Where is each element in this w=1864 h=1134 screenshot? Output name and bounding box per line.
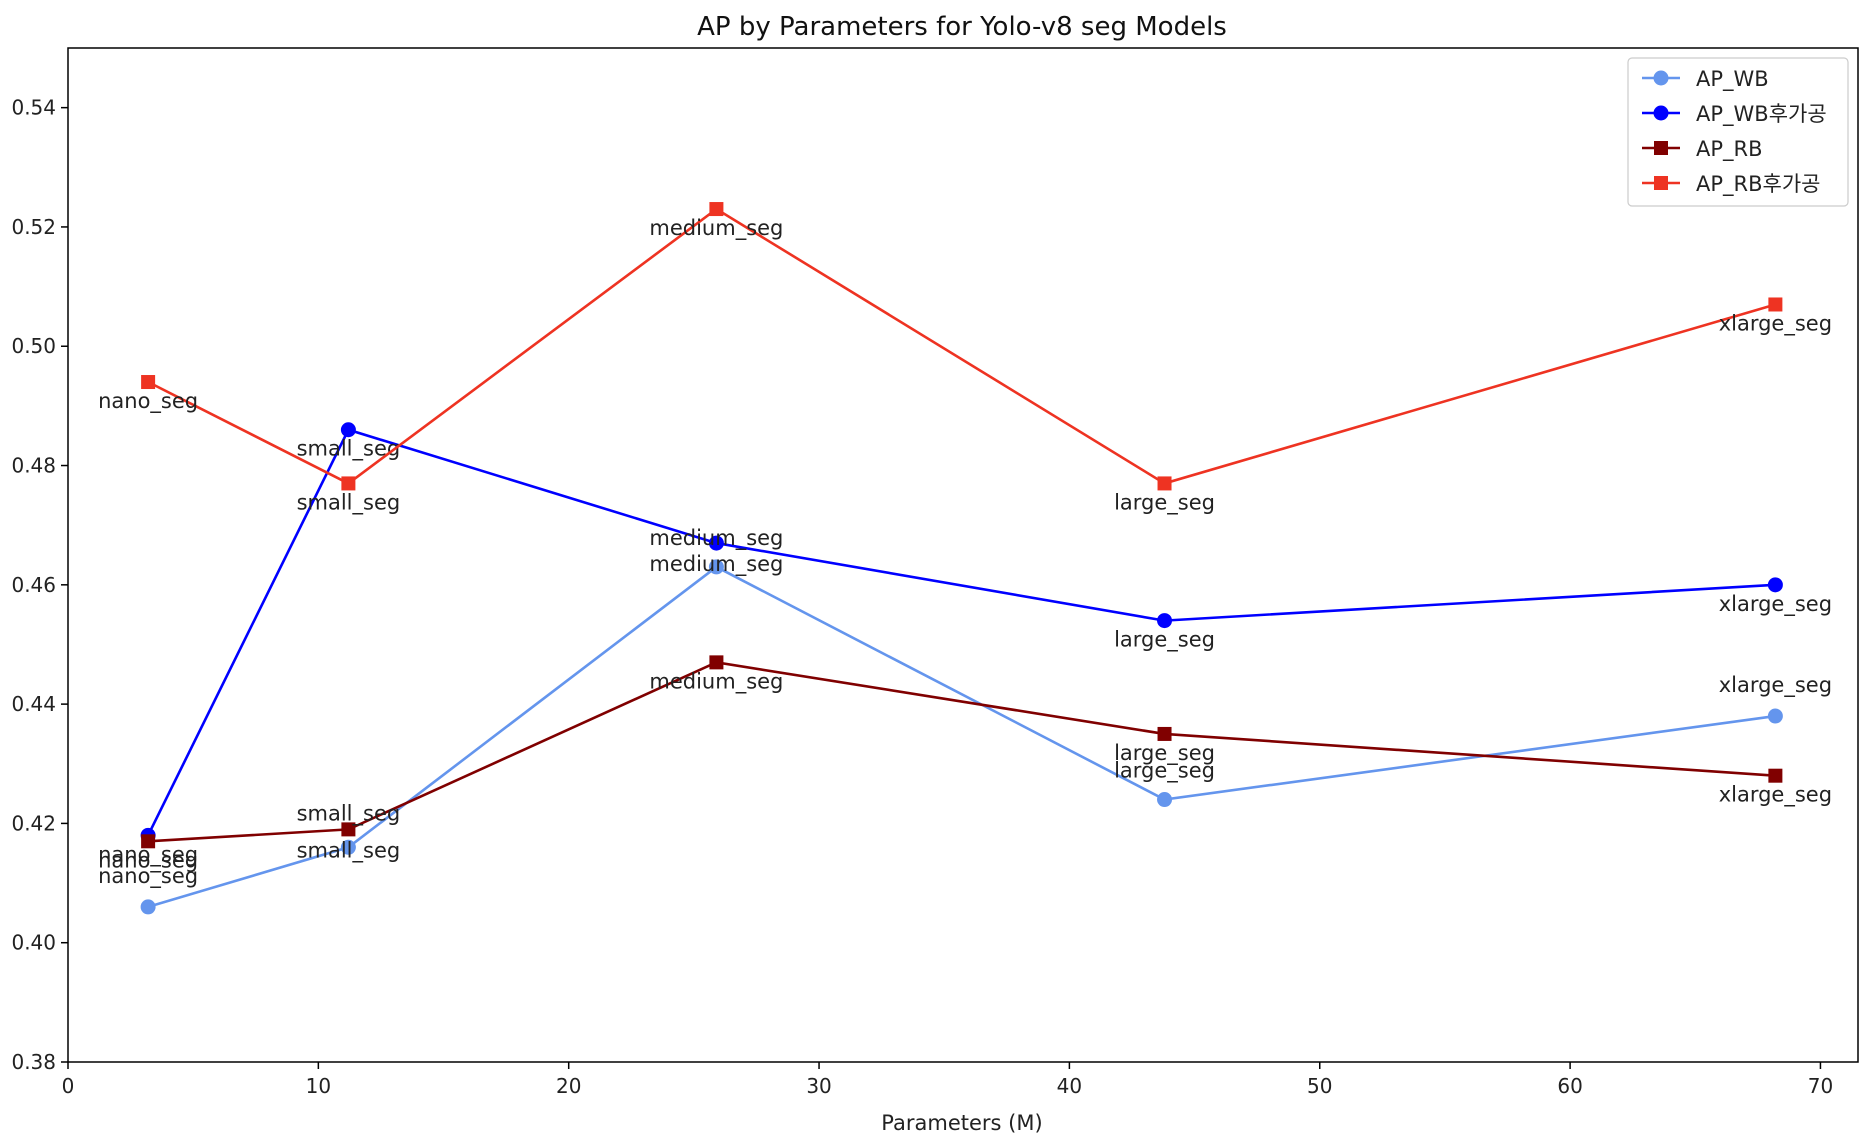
legend-label: AP_WB [1696,67,1769,92]
legend-marker [1653,105,1669,121]
x-tick-label: 60 [1557,1074,1582,1098]
data-point [1768,297,1783,312]
legend-label: AP_WB후가공 [1696,102,1827,127]
point-label: medium_seg [649,669,783,694]
x-tick-label: 70 [1808,1074,1833,1098]
data-point [1157,726,1172,741]
y-tick-label: 0.52 [11,215,56,239]
point-label: xlarge_seg [1719,783,1832,808]
legend-label: AP_RB [1696,137,1763,162]
legend-marker [1654,176,1668,190]
point-label: small_seg [297,838,401,863]
data-point [1767,708,1783,724]
data-point [341,476,356,491]
y-tick-label: 0.44 [11,692,56,716]
point-label: xlarge_seg [1719,592,1832,617]
data-point [709,655,724,670]
point-label: large_seg [1114,759,1215,784]
x-tick-label: 30 [806,1074,831,1098]
data-point [709,202,724,217]
x-tick-label: 0 [62,1074,75,1098]
y-tick-label: 0.50 [11,334,56,358]
point-label: xlarge_seg [1719,311,1832,336]
x-tick-label: 10 [306,1074,331,1098]
y-tick-label: 0.42 [11,811,56,835]
y-tick-label: 0.38 [11,1050,56,1074]
data-point [1157,613,1173,629]
point-label: xlarge_seg [1719,673,1832,698]
legend-entry: AP_RB후가공 [1642,172,1821,197]
data-point [340,422,356,438]
data-point [1768,768,1783,783]
y-tick-label: 0.48 [11,454,56,478]
plot-frame [67,47,1859,1063]
chart-title: AP by Parameters for Yolo-v8 seg Models [697,12,1227,42]
point-label: nano_seg [98,389,198,414]
legend-marker [1653,70,1669,86]
point-label: large_seg [1114,741,1215,766]
data-point [141,375,156,390]
point-label: large_seg [1114,490,1215,515]
data-point [140,899,156,915]
point-label: small_seg [297,801,401,826]
data-point [1157,792,1173,808]
series-AP_RB후가공: nano_seg small_seg medium_seg large_seg xlar… [98,202,1832,515]
point-label: small_seg [297,490,401,515]
legend-entry: AP_WB [1642,67,1769,92]
point-label: medium_seg [649,552,783,577]
legend-entry: AP_WB후가공 [1642,102,1827,127]
legend-marker [1654,141,1668,155]
point-label: nano_seg [98,864,198,889]
series-AP_RB: nano_segsmall_segmedium_seglarge_segxlar… [98,655,1832,873]
x-tick-label: 40 [1057,1074,1082,1098]
data-point [708,535,724,551]
data-point [1767,577,1783,593]
data-point [1157,476,1172,491]
x-tick-label: 20 [556,1074,581,1098]
point-label: large_seg [1114,628,1215,653]
data-point [340,839,356,855]
plot-marks: nano_segsmall_segmedium_seglarge_segxlar… [98,202,1832,915]
data-point [341,822,356,837]
legend-label: AP_RB후가공 [1696,172,1821,197]
data-point [141,834,156,849]
data-point [708,559,724,575]
point-label: medium_seg [649,216,783,241]
series-AP_WB: nano_segsmall_segmedium_seglarge_segxlar… [98,552,1832,915]
point-label: nano_seg [98,848,198,873]
legend: AP_WB AP_WB후가공 AP_RB AP_RB후가공 [1627,57,1849,207]
legend-box [1627,57,1849,207]
axes: 0 10 20 30 40 50 60 70 0.38 0.40 0.42 0.44 0.46 0.48 0… [11,47,1859,1098]
y-tick-label: 0.54 [11,96,56,120]
x-axis-title: Parameters (M) [881,1111,1042,1134]
x-tick-label: 50 [1307,1074,1332,1098]
point-label: medium_seg [649,526,783,551]
y-tick-label: 0.46 [11,573,56,597]
legend-entry: AP_RB [1642,137,1763,162]
y-tick-label: 0.40 [11,931,56,955]
